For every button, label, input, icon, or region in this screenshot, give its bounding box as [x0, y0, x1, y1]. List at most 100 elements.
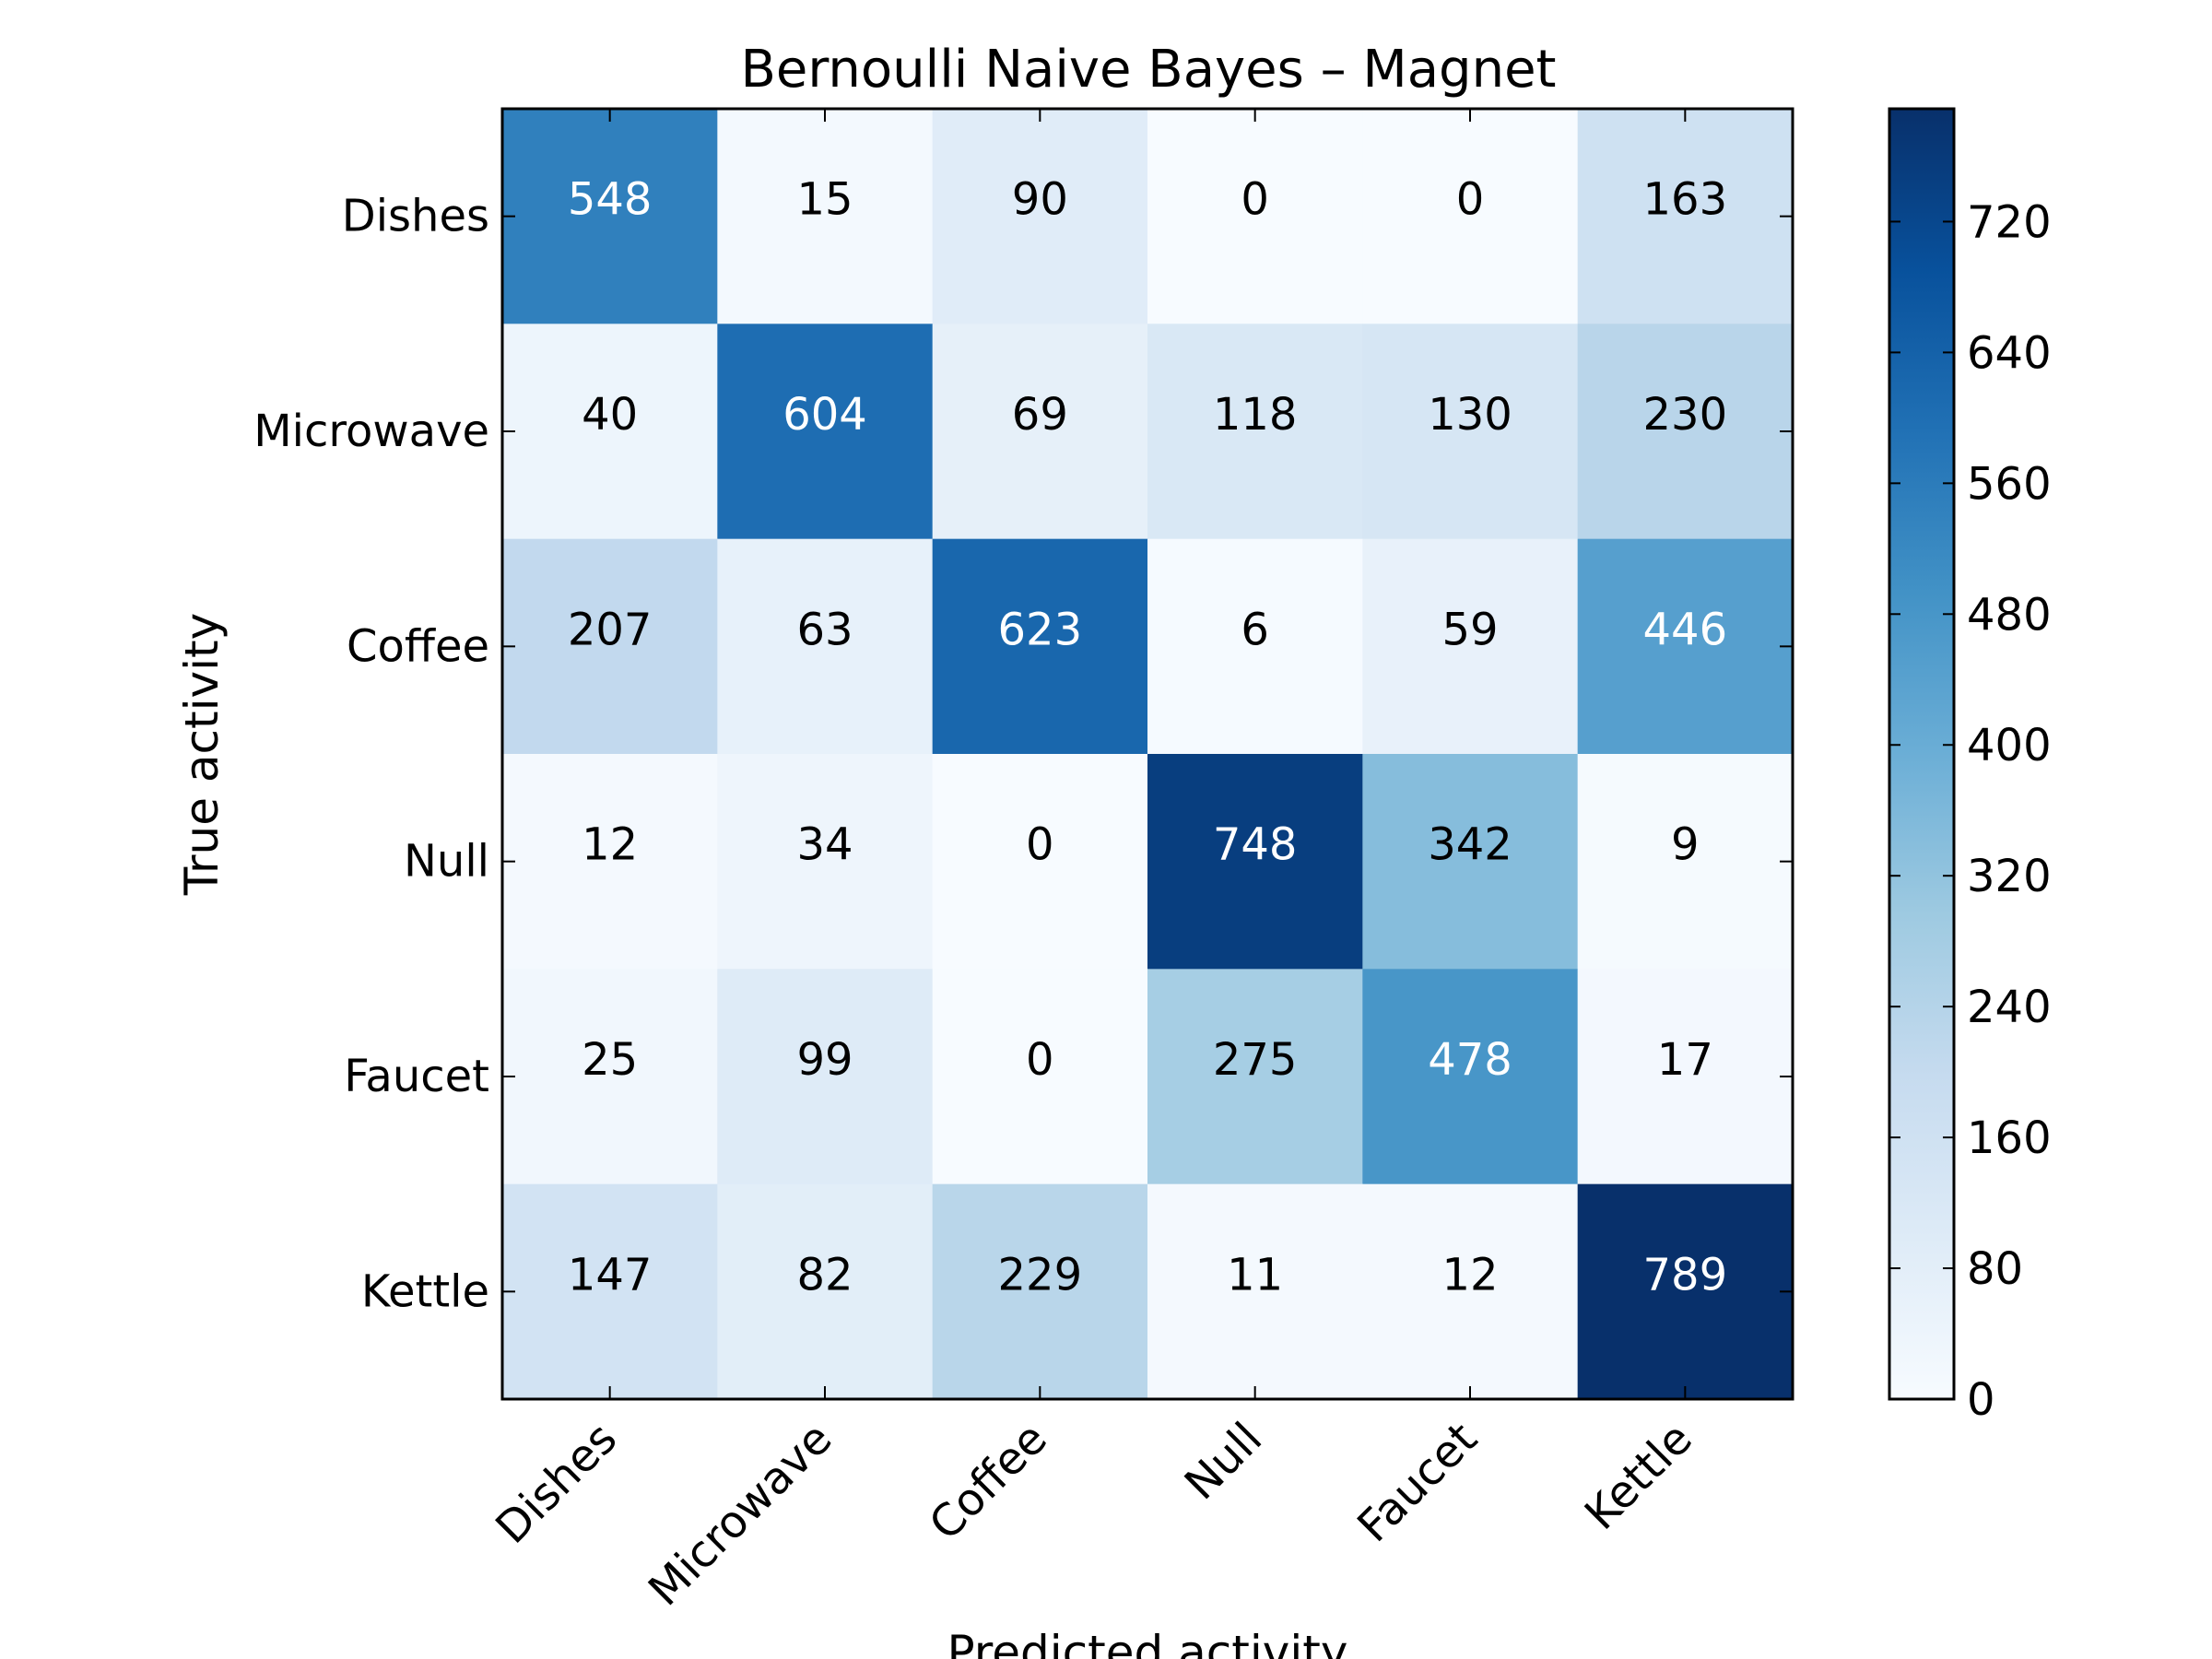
heatmap-cell — [932, 324, 1148, 540]
colorbar-tick-label: 640 — [1967, 327, 2052, 379]
heatmap-cell — [1147, 324, 1363, 540]
cell-value-label: 548 — [568, 174, 653, 226]
heatmap-cell — [1362, 1183, 1579, 1400]
y-tick-label: Kettle — [361, 1265, 489, 1317]
cell-value-label: 12 — [582, 819, 638, 871]
cell-value-label: 99 — [796, 1034, 853, 1086]
heatmap-cell — [502, 1183, 718, 1400]
colorbar-tick-label: 0 — [1967, 1374, 1995, 1426]
cell-value-label: 0 — [1456, 174, 1485, 226]
x-tick-label: Null — [1175, 1413, 1272, 1510]
heatmap-cell — [502, 538, 718, 755]
cell-value-label: 40 — [582, 389, 638, 441]
cell-value-label: 15 — [796, 174, 853, 226]
heatmap-cell — [1577, 109, 1794, 324]
heatmap-cell — [1362, 109, 1579, 324]
colorbar-tick-label: 560 — [1967, 458, 2052, 510]
cell-value-label: 207 — [568, 604, 653, 655]
cell-value-label: 748 — [1213, 819, 1298, 871]
cell-value-label: 63 — [796, 604, 853, 655]
cell-value-label: 6 — [1241, 604, 1269, 655]
cell-value-label: 275 — [1213, 1034, 1298, 1086]
cell-value-label: 342 — [1428, 819, 1512, 871]
x-tick-label: Microwave — [639, 1413, 841, 1616]
heatmap-cell — [1147, 754, 1363, 970]
chart-title: Bernoulli Naive Bayes – Magnet — [741, 40, 1557, 100]
cell-value-label: 69 — [1012, 389, 1068, 441]
colorbar-tick-label: 720 — [1967, 196, 2052, 248]
cell-value-label: 604 — [782, 389, 867, 441]
heatmap-cell — [1577, 538, 1794, 755]
cell-value-label: 34 — [796, 819, 853, 871]
cell-value-label: 229 — [998, 1249, 1083, 1300]
heatmap-cell — [1577, 969, 1794, 1185]
heatmap-cell — [717, 969, 934, 1185]
colorbar — [1888, 107, 1956, 1401]
heatmap-cell — [1577, 324, 1794, 540]
colorbar-tick-label: 160 — [1967, 1112, 2052, 1164]
x-tick-label: Coffee — [920, 1413, 1057, 1550]
heatmap-cell — [1147, 969, 1363, 1185]
heatmap-cell — [1147, 1183, 1363, 1400]
cell-value-label: 789 — [1643, 1249, 1728, 1300]
heatmap-cell — [717, 754, 934, 970]
colorbar-tick-label: 480 — [1967, 589, 2052, 641]
heatmap-cell — [932, 969, 1148, 1185]
y-tick-label: Faucet — [344, 1051, 489, 1102]
y-tick-label: Null — [404, 836, 489, 888]
cell-value-label: 163 — [1643, 174, 1728, 226]
heatmap-cell — [1362, 324, 1579, 540]
cell-value-label: 623 — [998, 604, 1083, 655]
heatmap-cell — [502, 754, 718, 970]
cell-value-label: 446 — [1643, 604, 1728, 655]
heatmap-cells — [502, 109, 1794, 1400]
heatmap-cell — [717, 1183, 934, 1400]
heatmap-cell — [1362, 754, 1579, 970]
colorbar-tick-label: 240 — [1967, 982, 2052, 1033]
heatmap-cell — [1577, 754, 1794, 970]
cell-value-label: 82 — [796, 1249, 853, 1300]
cell-value-label: 147 — [568, 1249, 653, 1300]
heatmap-cell — [1362, 538, 1579, 755]
heatmap-cell — [502, 109, 718, 324]
cell-value-label: 9 — [1671, 819, 1700, 871]
cell-value-label: 118 — [1213, 389, 1298, 441]
colorbar-tick-label: 80 — [1967, 1243, 2023, 1295]
cell-value-label: 0 — [1241, 174, 1269, 226]
heatmap-cell — [1577, 1183, 1794, 1400]
y-tick-label: Microwave — [253, 406, 489, 457]
y-tick-label: Dishes — [342, 191, 489, 242]
heatmap-cell — [932, 109, 1148, 324]
x-tick-label: Faucet — [1347, 1413, 1487, 1552]
heatmap-cell — [717, 538, 934, 755]
heatmap-cell — [717, 324, 934, 540]
cell-value-label: 90 — [1012, 174, 1068, 226]
heatmap-cell — [932, 538, 1148, 755]
cell-value-label: 478 — [1428, 1034, 1512, 1086]
heatmap-cell — [1147, 538, 1363, 755]
cell-value-label: 25 — [582, 1034, 638, 1086]
heatmap-cell — [932, 754, 1148, 970]
x-tick-label: Kettle — [1575, 1413, 1702, 1540]
y-tick-label: Coffee — [347, 620, 489, 672]
heatmap-cell — [1147, 109, 1363, 324]
cell-value-label: 130 — [1428, 389, 1512, 441]
cell-value-label: 17 — [1657, 1034, 1713, 1086]
x-tick-label: Dishes — [486, 1413, 627, 1554]
cell-value-label: 12 — [1441, 1249, 1498, 1300]
heatmap-cell — [502, 969, 718, 1185]
cell-value-label: 59 — [1441, 604, 1498, 655]
cell-value-label: 230 — [1643, 389, 1728, 441]
heatmap-cell — [502, 324, 718, 540]
cell-value-label: 0 — [1026, 1034, 1054, 1086]
colorbar-ticks: 0 80 160 240 320 400 480 560 640 720 — [1889, 196, 2052, 1426]
y-axis-label: True activity — [175, 613, 229, 896]
heatmap-cell — [717, 109, 934, 324]
y-axis-ticks: Dishes Microwave Coffee Null Faucet Kettle — [253, 191, 1793, 1317]
heatmap-cell — [1362, 969, 1579, 1185]
heatmap-cell — [932, 1183, 1148, 1400]
colorbar-tick-label: 320 — [1967, 851, 2052, 902]
cell-value-label: 11 — [1227, 1249, 1283, 1300]
